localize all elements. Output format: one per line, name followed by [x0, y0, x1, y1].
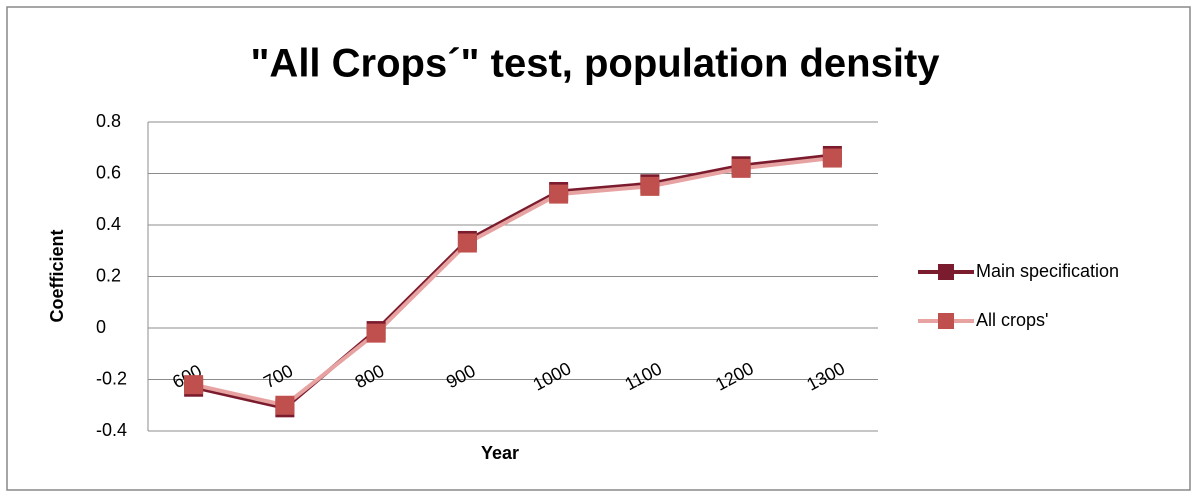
legend-marker — [938, 313, 954, 329]
marker — [731, 158, 751, 178]
y-tick-label: 0.4 — [96, 214, 121, 234]
y-tick-label: 0.8 — [96, 111, 121, 131]
legend-label: All crops' — [976, 310, 1048, 330]
y-tick-label: -0.4 — [96, 420, 127, 440]
y-tick-label: 0 — [96, 317, 106, 337]
marker — [457, 233, 477, 253]
x-axis-label: Year — [481, 443, 519, 463]
y-tick-label: 0.2 — [96, 265, 121, 285]
chart-title: "All Crops´" test, population density — [250, 42, 940, 86]
marker — [366, 323, 386, 343]
legend-marker — [938, 264, 954, 280]
chart-border — [6, 6, 1191, 491]
marker — [822, 148, 842, 168]
y-tick-label: -0.2 — [96, 368, 127, 388]
y-tick-label: 0.6 — [96, 162, 121, 182]
legend-label: Main specification — [976, 261, 1119, 281]
marker — [549, 184, 569, 204]
y-axis-label: Coefficient — [47, 229, 67, 322]
marker — [640, 176, 660, 196]
marker — [275, 395, 295, 415]
marker — [184, 375, 204, 395]
series-line — [193, 156, 833, 408]
